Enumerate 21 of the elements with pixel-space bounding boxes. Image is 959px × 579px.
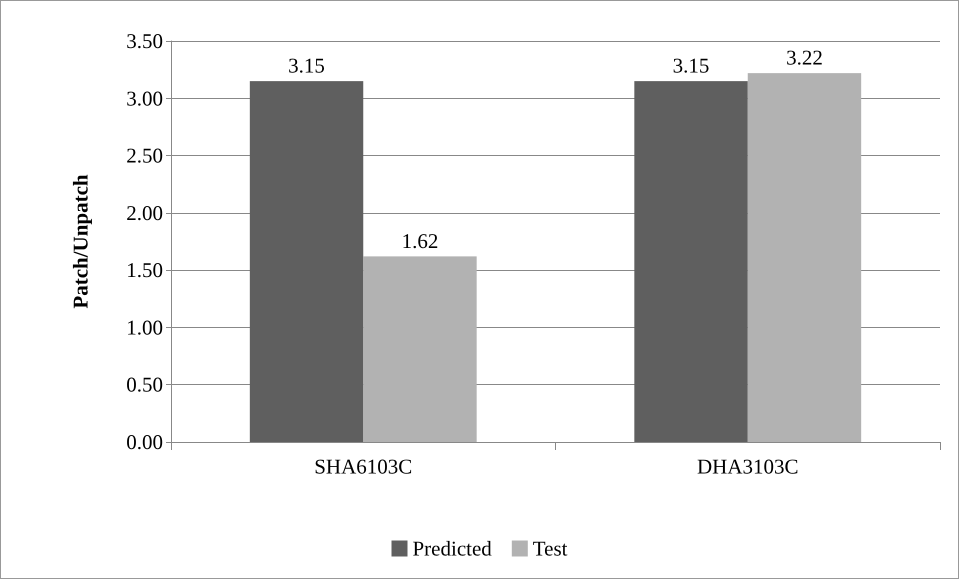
y-tick-label: 2.00 (126, 200, 163, 225)
y-axis-title: Patch/Unpatch (68, 174, 92, 309)
data-label: 3.15 (672, 54, 710, 78)
y-tick-label: 2.50 (126, 144, 163, 168)
y-tick-label: 1.50 (126, 258, 163, 282)
data-label: 3.15 (288, 54, 325, 78)
y-tick-label: 0.00 (126, 430, 163, 454)
y-tick-label: 0.50 (126, 372, 163, 397)
bar (634, 81, 748, 442)
y-tick-label: 3.00 (126, 86, 163, 110)
y-tick-label: 1.00 (126, 315, 163, 340)
data-label: 1.62 (402, 228, 438, 253)
y-tick-label: 3.50 (126, 29, 163, 53)
x-tick-label: DHA3103C (696, 454, 799, 478)
x-tick-label: SHA6103C (314, 454, 412, 478)
bar (748, 73, 862, 442)
bar (250, 81, 364, 442)
data-label: 3.22 (786, 46, 823, 70)
legend-label: Predicted (412, 536, 492, 560)
bar (363, 256, 477, 442)
legend-label: Test (532, 536, 568, 560)
